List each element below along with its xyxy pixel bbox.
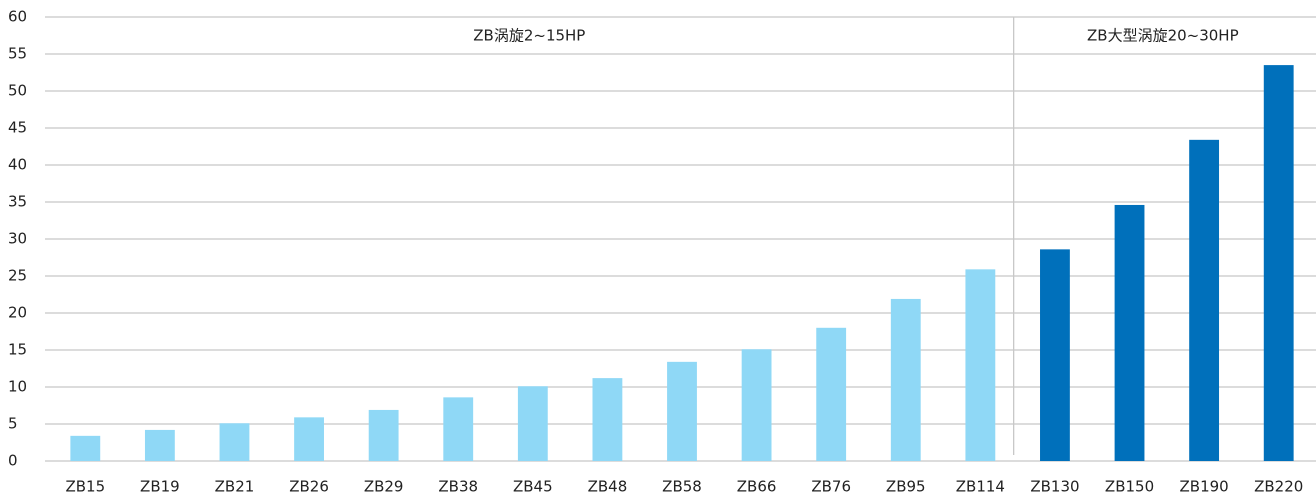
y-tick-label: 0 — [8, 452, 18, 470]
bar — [1263, 65, 1294, 461]
y-tick-label: 15 — [8, 341, 27, 359]
bar — [1189, 139, 1220, 461]
x-tick-label: ZB38 — [438, 478, 478, 496]
x-tick-label: ZB26 — [289, 478, 329, 496]
x-tick-label: ZB66 — [737, 478, 777, 496]
y-tick-label: 20 — [8, 304, 27, 322]
bar — [219, 423, 250, 461]
group-label: ZB大型涡旋20~30HP — [1087, 27, 1239, 45]
x-tick-label: ZB29 — [364, 478, 404, 496]
bar — [965, 269, 996, 461]
y-tick-label: 40 — [8, 156, 27, 174]
x-tick-label: ZB114 — [956, 478, 1005, 496]
y-tick-label: 5 — [8, 415, 18, 433]
bar — [1040, 249, 1070, 461]
bar — [443, 397, 474, 461]
bar — [667, 361, 697, 461]
y-tick-label: 55 — [8, 45, 27, 63]
x-tick-label: ZB220 — [1254, 478, 1303, 496]
bar — [294, 417, 324, 461]
x-tick-label: ZB21 — [215, 478, 255, 496]
y-tick-label: 10 — [8, 378, 27, 396]
y-tick-label: 45 — [8, 119, 27, 137]
x-tick-label: ZB15 — [65, 478, 105, 496]
bar — [144, 429, 175, 461]
y-tick-label: 30 — [8, 230, 27, 248]
x-tick-label: ZB58 — [662, 478, 702, 496]
x-tick-label: ZB76 — [811, 478, 851, 496]
bar — [1114, 204, 1145, 461]
x-tick-label: ZB150 — [1105, 478, 1154, 496]
y-tick-label: 35 — [8, 193, 27, 211]
bar — [592, 378, 623, 461]
group-label: ZB涡旋2~15HP — [473, 27, 585, 45]
x-tick-label: ZB130 — [1030, 478, 1079, 496]
x-tick-label: ZB48 — [588, 478, 628, 496]
y-tick-label: 25 — [8, 267, 27, 285]
bar — [816, 327, 847, 461]
x-tick-label: ZB190 — [1180, 478, 1229, 496]
x-tick-label: ZB19 — [140, 478, 180, 496]
bar — [890, 298, 921, 461]
x-tick-label: ZB95 — [886, 478, 926, 496]
y-tick-label: 60 — [8, 8, 27, 26]
y-tick-label: 50 — [8, 82, 27, 100]
x-tick-label: ZB45 — [513, 478, 553, 496]
bar — [70, 435, 101, 461]
bar — [368, 409, 399, 461]
bar — [517, 386, 548, 461]
bar — [741, 349, 772, 461]
